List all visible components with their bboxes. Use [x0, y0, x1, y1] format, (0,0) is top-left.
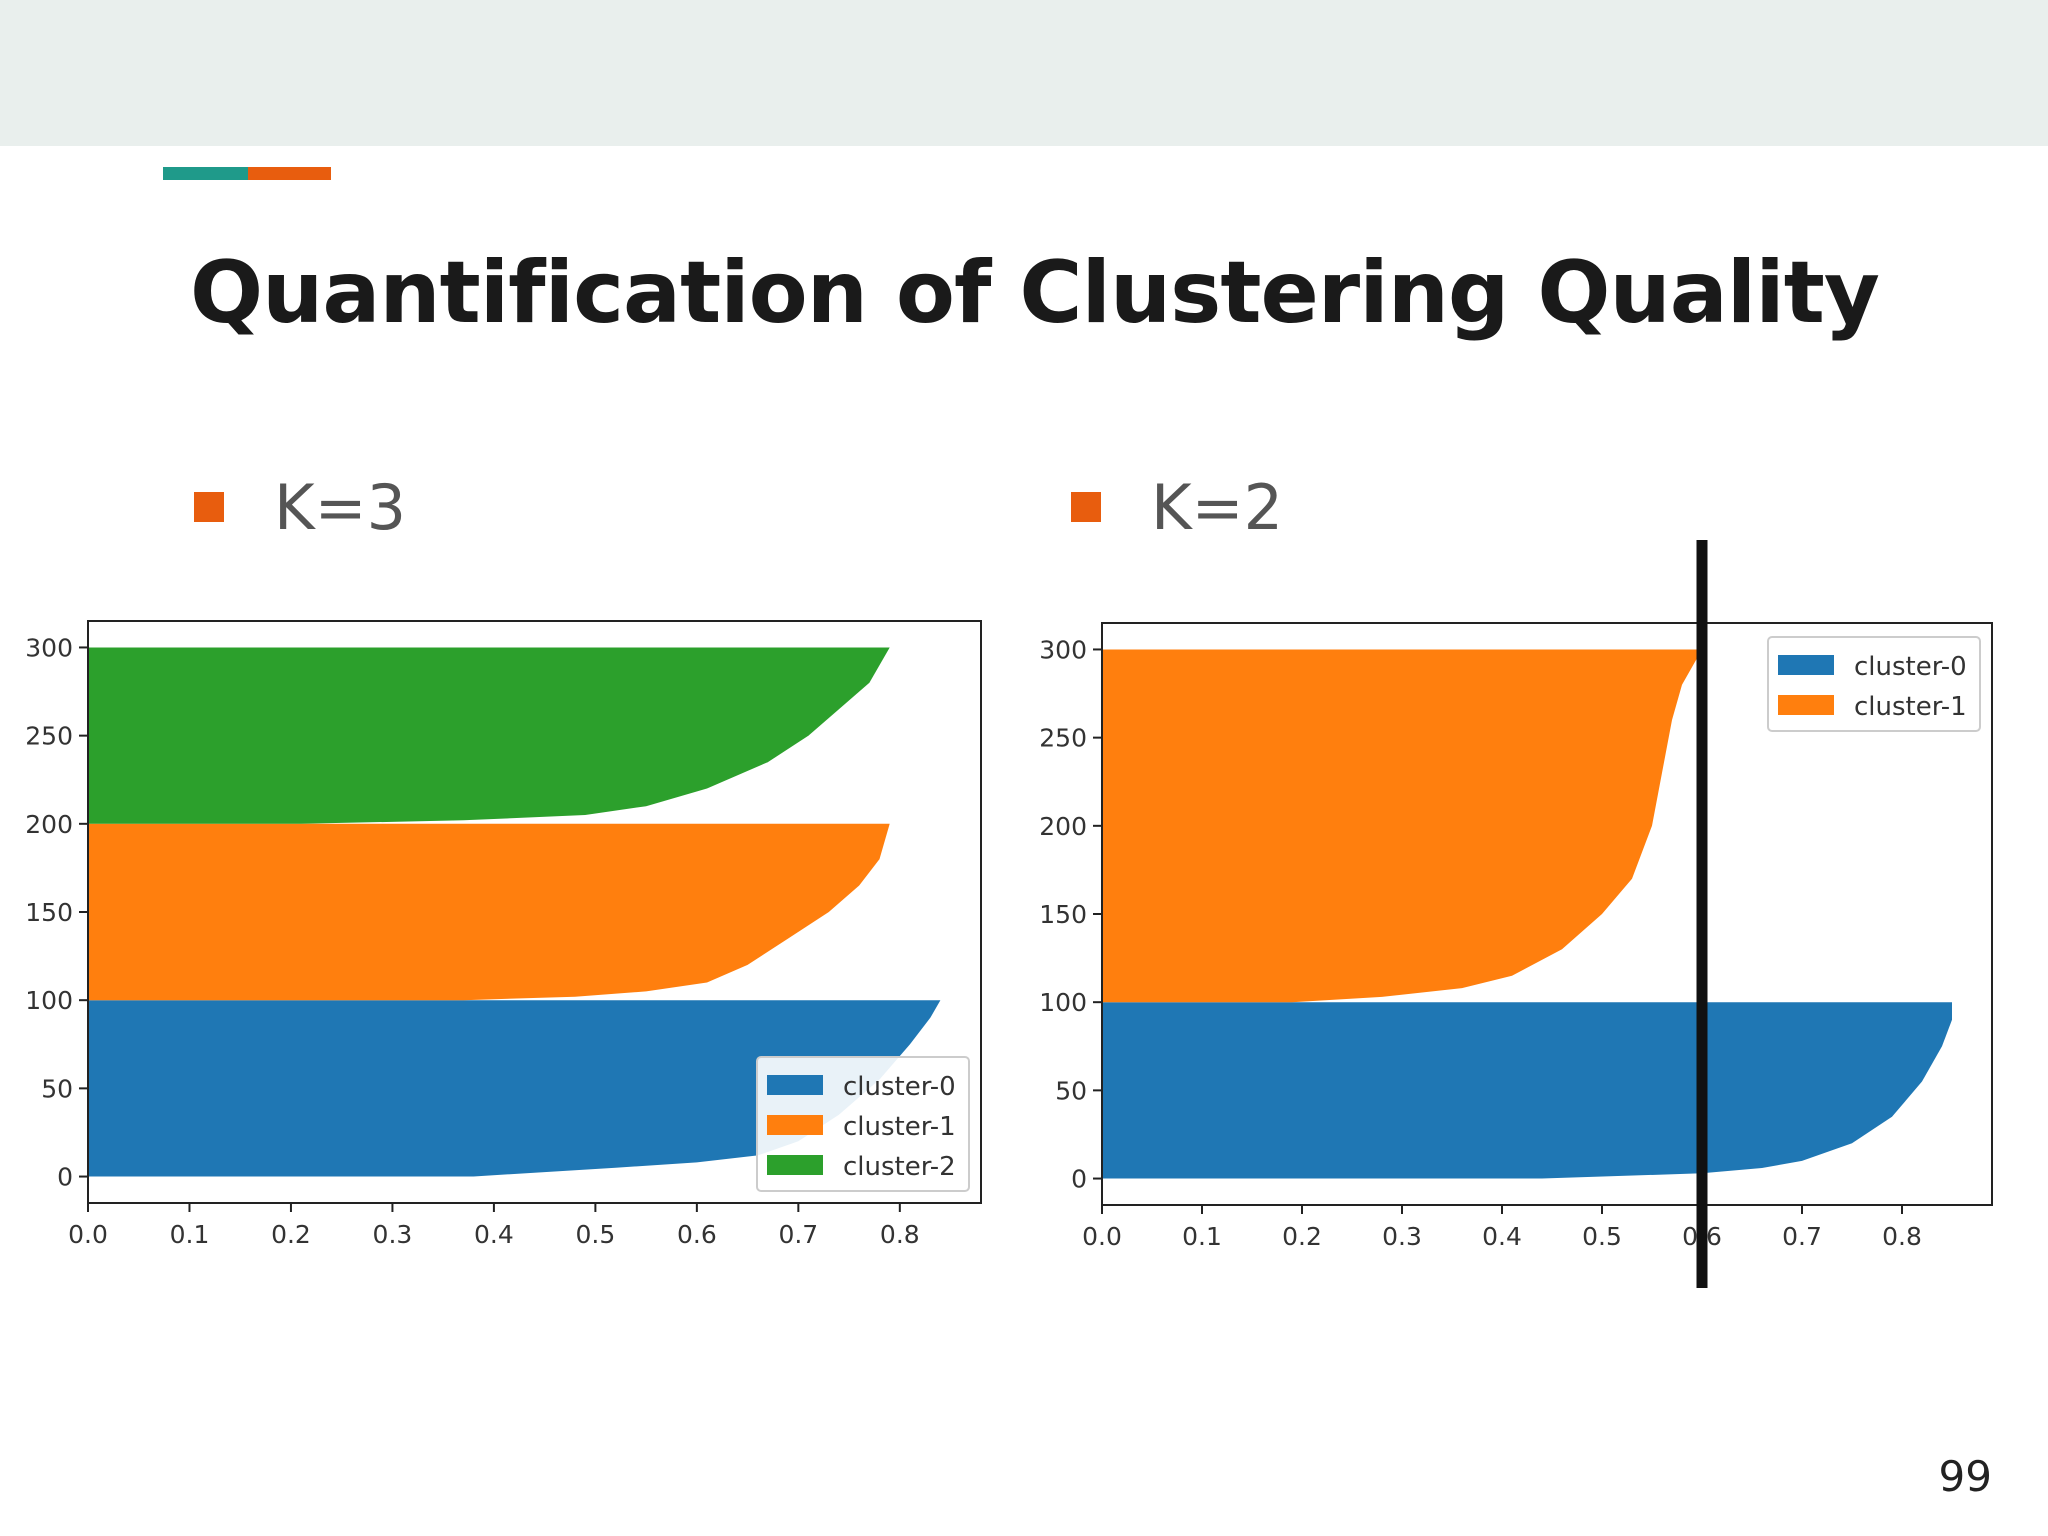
legend-swatch	[1778, 695, 1834, 715]
x-tick-label: 0.2	[1282, 1222, 1322, 1251]
silhouette-chart-k2: 0.00.10.20.30.40.50.60.70.80501001502002…	[1039, 540, 1993, 1288]
legend-label: cluster-1	[843, 1112, 956, 1142]
y-tick-label: 300	[1039, 635, 1087, 664]
legend: cluster-0 cluster-1	[1767, 636, 1981, 732]
y-tick-label: 0	[1071, 1165, 1087, 1194]
page-number: 99	[1938, 1452, 1992, 1501]
legend-swatch	[767, 1155, 823, 1175]
series-cluster-1	[1102, 649, 1702, 1003]
x-tick-label: 0.1	[1182, 1222, 1222, 1251]
x-tick-label: 0.6	[677, 1220, 717, 1249]
y-tick-label: 100	[25, 986, 73, 1015]
accent-bar-orange	[248, 167, 331, 180]
legend-label: cluster-1	[1854, 692, 1967, 722]
bullet-k3: K=3	[194, 470, 407, 544]
y-tick-label: 250	[1039, 724, 1087, 753]
x-tick-label: 0.8	[1882, 1222, 1922, 1251]
x-tick-label: 0.1	[170, 1220, 210, 1249]
y-tick-label: 50	[41, 1074, 73, 1103]
y-tick-label: 150	[1039, 900, 1087, 929]
x-tick-label: 0.3	[1382, 1222, 1422, 1251]
y-tick-label: 0	[57, 1163, 73, 1192]
x-tick-label: 0.5	[576, 1220, 616, 1249]
y-tick-label: 200	[1039, 812, 1087, 841]
slide-title: Quantification of Clustering Quality	[190, 243, 1880, 343]
y-tick-label: 100	[1039, 988, 1087, 1017]
accent-bar-teal	[163, 167, 248, 180]
x-tick-label: 0.7	[778, 1220, 818, 1249]
legend-swatch	[767, 1115, 823, 1135]
x-tick-label: 0.3	[373, 1220, 413, 1249]
legend-label: cluster-0	[1854, 652, 1967, 682]
header-band	[0, 0, 2048, 146]
series-cluster-0	[88, 1000, 941, 1177]
x-tick-label: 0.4	[1482, 1222, 1522, 1251]
legend-label: cluster-2	[843, 1152, 956, 1182]
series-cluster-0	[1102, 1002, 1952, 1179]
x-tick-label: 0.7	[1782, 1222, 1822, 1251]
y-tick-label: 50	[1055, 1076, 1087, 1105]
legend-label: cluster-0	[843, 1072, 956, 1102]
y-tick-label: 300	[25, 633, 73, 662]
bullet-square-icon	[1071, 492, 1101, 522]
bullet-label: K=2	[1151, 470, 1284, 544]
series-cluster-2	[88, 647, 890, 824]
x-tick-label: 0.8	[880, 1220, 920, 1249]
bullet-k2: K=2	[1071, 470, 1284, 544]
silhouette-chart-k3: 0.0 0.1 0.2 0.3 0.4 0.5 0.6 0.7 0.8 0 50 100 150 200 2…	[25, 620, 982, 1249]
bullet-label: K=3	[274, 470, 407, 544]
x-tick-label: 0.0	[1082, 1222, 1122, 1251]
y-tick-label: 200	[25, 810, 73, 839]
legend-swatch	[767, 1075, 823, 1095]
bullet-square-icon	[194, 492, 224, 522]
series-cluster-1	[88, 823, 890, 1001]
x-tick-label: 0.4	[474, 1220, 514, 1249]
x-tick-label: 0.0	[68, 1220, 108, 1249]
y-tick-label: 250	[25, 722, 73, 751]
x-tick-label: 0.2	[271, 1220, 311, 1249]
legend-swatch	[1778, 655, 1834, 675]
y-tick-label: 150	[25, 898, 73, 927]
legend: cluster-0 cluster-1 cluster-2	[756, 1056, 970, 1192]
x-tick-label: 0.5	[1582, 1222, 1622, 1251]
